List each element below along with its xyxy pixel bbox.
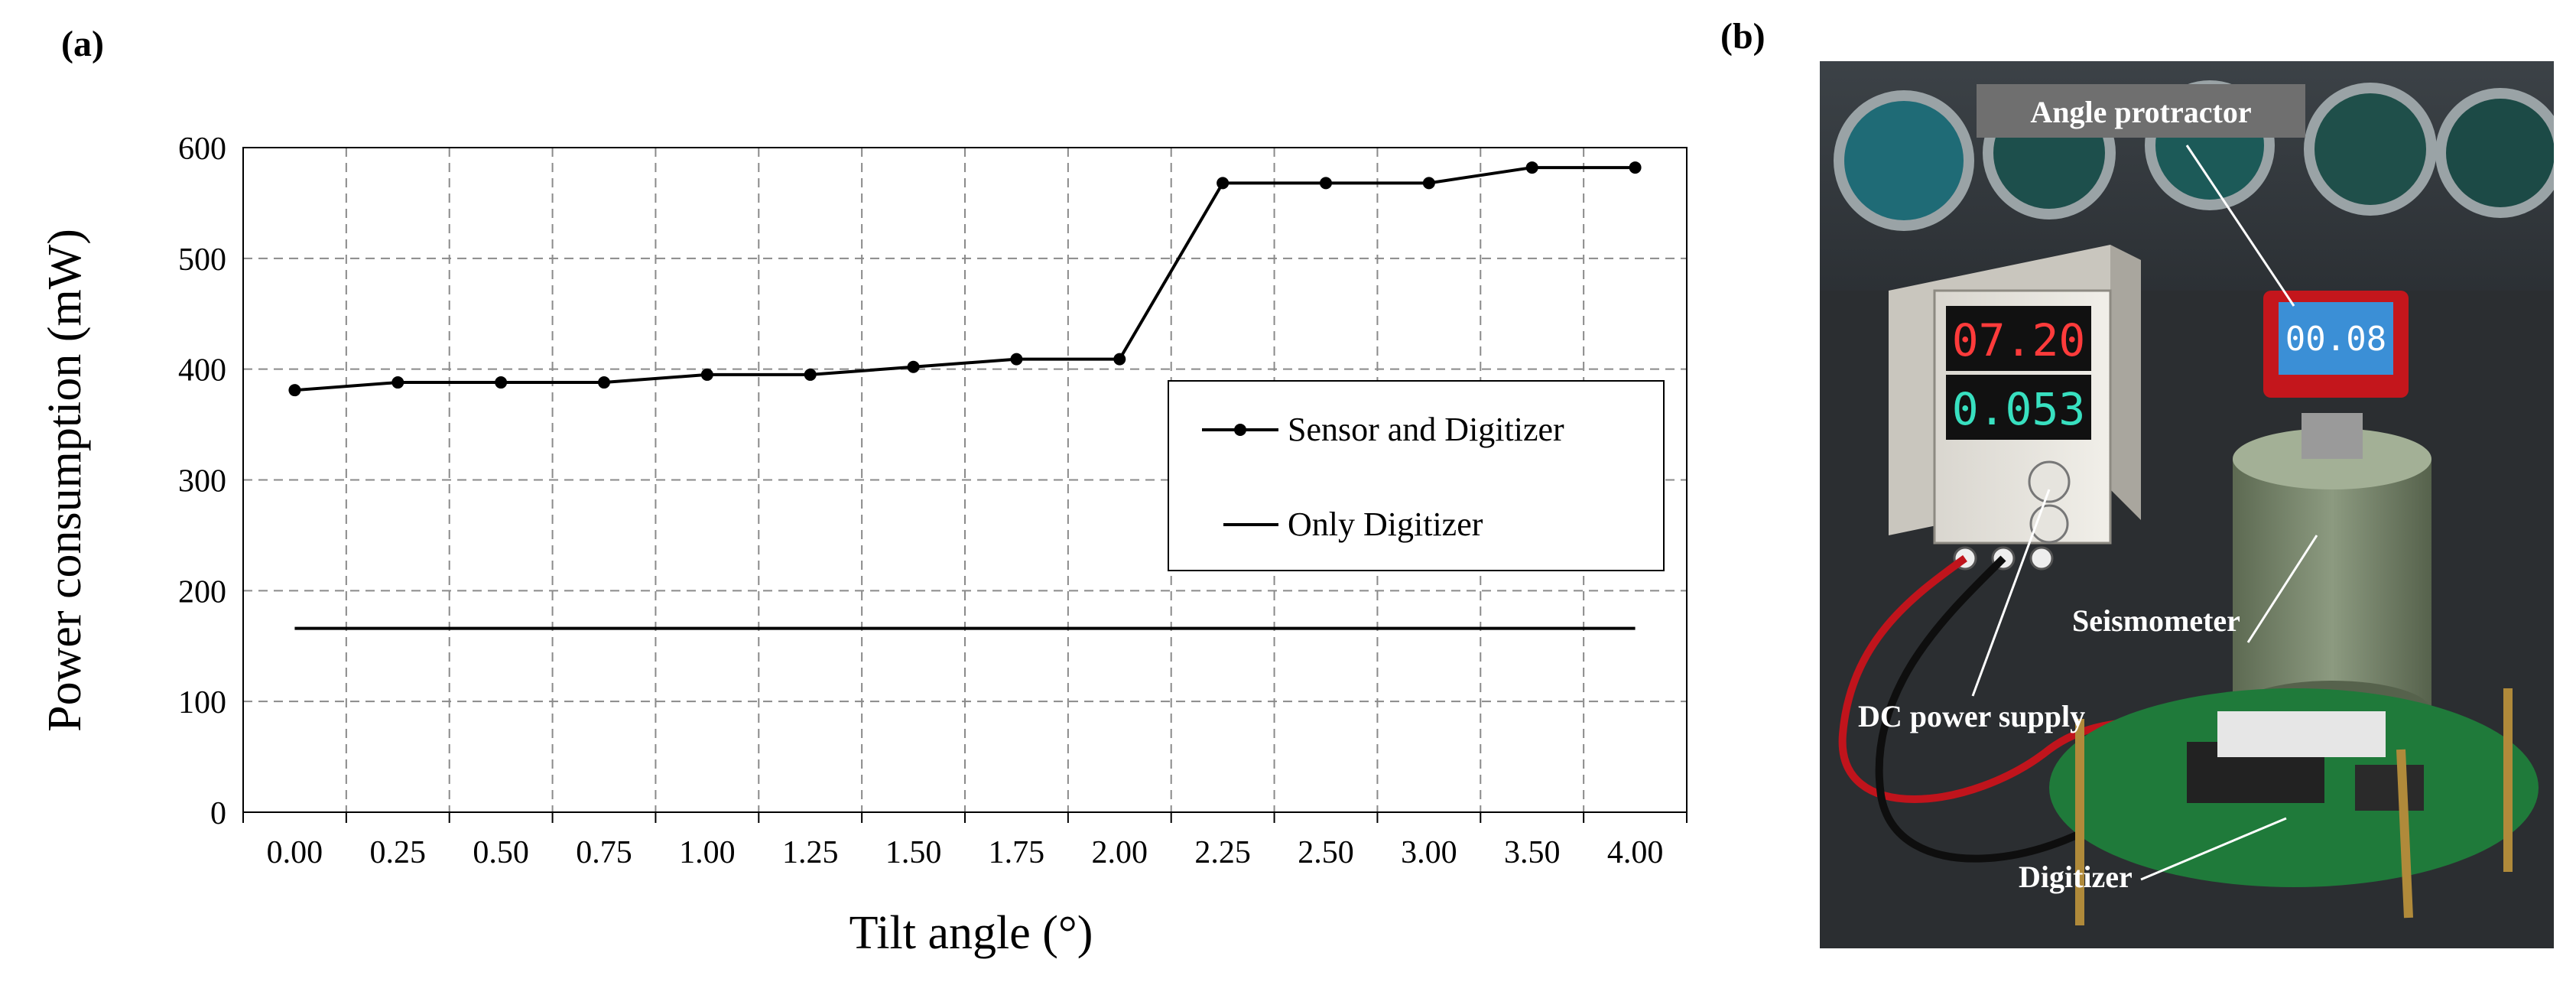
seismometer-label: Seismometer <box>2072 603 2240 638</box>
angle-protractor: 00.08 <box>2263 291 2409 398</box>
callout-protractor <box>2185 145 2295 307</box>
x-tick-label: 0.50 <box>473 835 529 870</box>
data-point <box>907 360 920 373</box>
x-tick-label: 2.00 <box>1092 835 1148 870</box>
x-tick-label: 0.00 <box>267 835 323 870</box>
x-axis-label: Tilt angle (°) <box>849 907 1093 959</box>
data-point <box>1217 177 1230 190</box>
data-point <box>1010 353 1023 366</box>
x-tick-label: 3.50 <box>1504 835 1561 870</box>
legend-marker-sensor <box>1234 424 1246 436</box>
callout-seismometer <box>2246 535 2318 643</box>
legend-box <box>1168 380 1665 571</box>
protractor-screen <box>2279 302 2393 375</box>
x-tick-label: 4.00 <box>1607 835 1664 870</box>
legend-label-sensor: Sensor and Digitizer <box>1288 411 1564 448</box>
x-axis-ticks: 0.00 0.25 0.50 0.75 1.00 1.25 1.50 1.75 2.00 2.25… <box>242 812 1688 870</box>
digitizer-label: Digitizer <box>2019 860 2133 894</box>
data-point <box>598 376 610 389</box>
experiment-photo: 07.20 0.053 00.08 <box>1820 61 2565 948</box>
protractor-label: Angle protractor <box>2030 95 2251 129</box>
protractor-label-bg <box>1977 84 2305 138</box>
digitizer-board <box>2049 688 2539 925</box>
y-tick-label: 300 <box>178 464 226 499</box>
series <box>288 161 1642 630</box>
dc-power-supply: 07.20 0.053 <box>1889 245 2141 571</box>
photo-illustration: 07.20 0.053 00.08 <box>1820 61 2565 948</box>
psu-current-readout: 0.053 <box>1952 383 2086 435</box>
data-point <box>288 384 301 397</box>
data-point <box>1422 177 1435 190</box>
psu-current-display <box>1946 375 2091 440</box>
grid <box>243 148 1687 812</box>
legend: Sensor and Digitizer Only Digitizer <box>1168 380 1665 571</box>
y-tick-label: 0 <box>210 796 226 831</box>
dc-power-supply-label: DC power supply <box>1858 699 2085 733</box>
x-tick-label: 2.25 <box>1194 835 1251 870</box>
y-axis-label: Power consumption (mW) <box>39 229 91 732</box>
x-tick-label: 1.00 <box>679 835 736 870</box>
x-tick-label: 0.25 <box>370 835 427 870</box>
psu-voltage-display <box>1946 306 2091 371</box>
x-tick-label: 1.50 <box>885 835 942 870</box>
x-tick-label: 0.75 <box>576 835 632 870</box>
data-point <box>804 368 817 381</box>
data-point <box>1525 161 1538 174</box>
callout-digitizer <box>2140 817 2287 881</box>
x-tick-label: 1.25 <box>782 835 839 870</box>
black-cable <box>1875 555 2144 863</box>
data-point <box>391 376 404 389</box>
series-line-sensor-and-digitizer <box>294 166 1636 392</box>
psu-voltage-readout: 07.20 <box>1952 314 2086 366</box>
legend-label-digitizer: Only Digitizer <box>1288 506 1483 543</box>
data-point <box>495 376 508 389</box>
protractor-readout: 00.08 <box>2285 320 2386 359</box>
x-tick-label: 1.75 <box>989 835 1045 870</box>
data-point <box>700 368 713 381</box>
data-point <box>1113 353 1126 366</box>
panel-a-label: (a) <box>61 24 104 64</box>
y-tick-label: 100 <box>178 685 226 720</box>
data-point <box>1320 177 1332 190</box>
panel-b-label: (b) <box>1720 16 1766 57</box>
x-tick-label: 3.00 <box>1401 835 1457 870</box>
y-tick-label: 500 <box>178 242 226 278</box>
y-tick-label: 200 <box>178 574 226 610</box>
y-axis-ticks: 0 100 200 300 400 500 600 <box>178 132 226 831</box>
x-tick-label: 2.50 <box>1298 835 1354 870</box>
power-consumption-chart: 0 100 200 300 400 500 600 0.00 0.25 0.50 0.75 1.00… <box>39 132 1688 959</box>
y-tick-label: 600 <box>178 132 226 167</box>
data-point <box>1629 161 1642 174</box>
y-tick-label: 400 <box>178 353 226 389</box>
callout-psu <box>1971 489 2051 697</box>
